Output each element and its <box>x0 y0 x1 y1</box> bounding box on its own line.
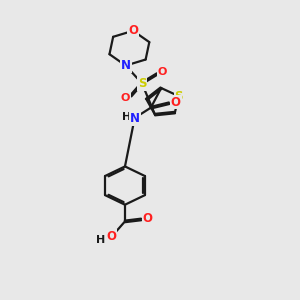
Text: O: O <box>106 230 116 243</box>
Text: O: O <box>128 24 138 37</box>
Text: H: H <box>96 235 105 245</box>
Text: O: O <box>142 212 153 225</box>
Text: N: N <box>130 112 140 125</box>
Text: O: O <box>171 95 181 109</box>
Text: O: O <box>121 93 130 103</box>
Text: S: S <box>138 77 146 90</box>
Text: O: O <box>158 67 167 77</box>
Text: H: H <box>122 112 131 122</box>
Text: S: S <box>175 90 183 103</box>
Text: N: N <box>121 59 131 72</box>
